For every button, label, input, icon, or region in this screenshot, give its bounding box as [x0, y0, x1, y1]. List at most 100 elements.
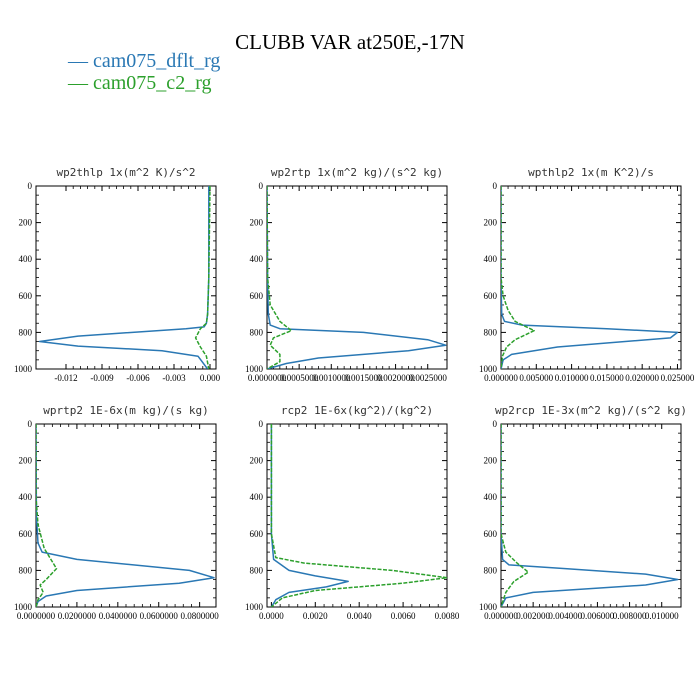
y-tick-label: 800 — [250, 327, 264, 337]
y-tick-label: 0 — [28, 181, 33, 191]
y-tick-label: 400 — [19, 254, 33, 264]
y-tick-label: 0 — [28, 419, 33, 429]
panel-6: wp2rcp 1E-3x(m^2 kg)/(s^2 kg) 0 200 400 600 8… — [479, 404, 687, 621]
y-tick-label: 1000 — [245, 602, 264, 612]
x-tick-label: -0.006 — [126, 373, 150, 383]
x-tick-label: 0.0600000 — [140, 611, 179, 621]
plot-frame — [500, 185, 682, 370]
y-tick-label: 800 — [484, 327, 498, 337]
series-line-cam075_dflt_rg — [501, 424, 679, 607]
y-tick-label: 200 — [484, 218, 498, 228]
x-tick-label: 0.0800000 — [181, 611, 220, 621]
y-tick-label: 600 — [250, 529, 264, 539]
plot-frame — [266, 423, 448, 608]
x-tick-label: 0.010000 — [555, 373, 589, 383]
x-tick-label: -0.012 — [54, 373, 77, 383]
panel-title: wpthlp2 1x(m K^2)/s — [528, 166, 654, 179]
plot-frame — [35, 185, 217, 370]
panel-4: wprtp2 1E-6x(m kg)/(s kg) 0 200 400 600 800 10… — [14, 404, 219, 621]
series-line-cam075_dflt_rg — [38, 186, 210, 369]
x-tick-label: 0.000000 — [484, 611, 518, 621]
y-tick-label: 400 — [19, 492, 33, 502]
series-line-cam075_c2_rg — [501, 424, 530, 607]
y-tick-label: 200 — [19, 218, 33, 228]
x-tick-label: 0.006000 — [581, 611, 615, 621]
y-tick-label: 1000 — [14, 364, 33, 374]
y-tick-label: 600 — [484, 529, 498, 539]
x-tick-label: 0.0010000 — [312, 373, 351, 383]
series-line-cam075_c2_rg — [194, 186, 211, 369]
panel-title: wprtp2 1E-6x(m kg)/(s kg) — [43, 404, 209, 417]
panel-3: wpthlp2 1x(m K^2)/s020040060080010000.00… — [479, 166, 695, 383]
y-tick-label: 0 — [259, 181, 264, 191]
x-tick-label: 0.004000 — [548, 611, 582, 621]
y-tick-label: 400 — [250, 254, 264, 264]
y-tick-label: 0 — [493, 181, 498, 191]
panel-title: wp2rtp 1x(m^2 kg)/(s^2 kg) — [271, 166, 443, 179]
y-tick-label: 800 — [19, 565, 33, 575]
x-tick-label: 0.0000000 — [17, 611, 56, 621]
x-tick-label: 0.025000 — [661, 373, 695, 383]
y-tick-label: 400 — [250, 492, 264, 502]
x-tick-label: 0.0020000 — [376, 373, 415, 383]
x-tick-label: 0.0400000 — [99, 611, 138, 621]
y-tick-label: 0 — [493, 419, 498, 429]
series-line-cam075_c2_rg — [36, 424, 58, 607]
series-line-cam075_c2_rg — [267, 186, 293, 369]
y-tick-label: 200 — [250, 456, 264, 466]
series-line-cam075_c2_rg — [501, 186, 535, 369]
y-tick-label: 600 — [484, 291, 498, 301]
series-line-cam075_dflt_rg — [36, 424, 215, 607]
x-tick-label: 0.005000 — [519, 373, 553, 383]
x-tick-label: 0.002000 — [516, 611, 550, 621]
x-tick-label: 0.000000 — [484, 373, 518, 383]
x-tick-label: 0.0005000 — [280, 373, 319, 383]
x-tick-label: 0.0040 — [347, 611, 372, 621]
panel-1: wp2thlp 1x(m^2 K)/s^2 0 200 400 600 800 1000 -0… — [14, 166, 221, 383]
x-tick-label: 0.000 — [200, 373, 221, 383]
y-tick-label: 600 — [19, 291, 33, 301]
series-line-cam075_dflt_rg — [270, 424, 349, 607]
legend-entry-dflt: — cam075_dflt_rg — [68, 50, 221, 72]
y-tick-label: 1000 — [245, 364, 264, 374]
y-tick-label: 800 — [19, 327, 33, 337]
y-tick-label: 800 — [250, 565, 264, 575]
y-tick-label: 400 — [484, 492, 498, 502]
series-line-cam075_dflt_rg — [501, 186, 679, 369]
y-tick-label: 200 — [484, 456, 498, 466]
plot-frame — [266, 185, 448, 370]
plot-frame — [500, 423, 682, 608]
x-tick-label: -0.003 — [162, 373, 186, 383]
series-line-cam075_dflt_rg — [267, 186, 447, 369]
x-tick-label: -0.009 — [90, 373, 114, 383]
panel-title: wp2thlp 1x(m^2 K)/s^2 — [56, 166, 195, 179]
panel-title: wp2rcp 1E-3x(m^2 kg)/(s^2 kg) — [495, 404, 687, 417]
legend-entry-c2: — cam075_c2_rg — [68, 72, 212, 94]
y-tick-label: 800 — [484, 565, 498, 575]
panel-2: wp2rtp 1x(m^2 kg)/(s^2 kg) 0 200 400 600 800 1… — [245, 166, 448, 383]
y-tick-label: 1000 — [479, 602, 498, 612]
x-tick-label: 0.0000 — [259, 611, 284, 621]
panel-title: rcp2 1E-6x(kg^2)/(kg^2) — [281, 404, 433, 417]
y-tick-label: 400 — [484, 254, 498, 264]
y-tick-label: 600 — [19, 529, 33, 539]
series-line-cam075_c2_rg — [270, 424, 447, 607]
x-tick-label: 0.015000 — [590, 373, 624, 383]
y-tick-label: 200 — [19, 456, 33, 466]
y-tick-label: 600 — [250, 291, 264, 301]
figure-title: CLUBB VAR at250E,-17N — [235, 30, 465, 54]
x-tick-label: 0.0060 — [391, 611, 416, 621]
y-tick-label: 200 — [250, 218, 264, 228]
x-tick-label: 0.0000000 — [248, 373, 287, 383]
x-tick-label: 0.020000 — [625, 373, 659, 383]
y-tick-label: 1000 — [14, 602, 33, 612]
x-tick-label: 0.0025000 — [409, 373, 448, 383]
x-tick-label: 0.0020 — [303, 611, 328, 621]
panel-5: rcp2 1E-6x(kg^2)/(kg^2) 0 200 400 600 800 1000… — [245, 404, 460, 621]
x-tick-label: 0.0080 — [435, 611, 460, 621]
x-tick-label: 0.0200000 — [58, 611, 97, 621]
y-tick-label: 1000 — [479, 364, 498, 374]
plot-frame — [35, 423, 217, 608]
x-tick-label: 0.008000 — [613, 611, 647, 621]
